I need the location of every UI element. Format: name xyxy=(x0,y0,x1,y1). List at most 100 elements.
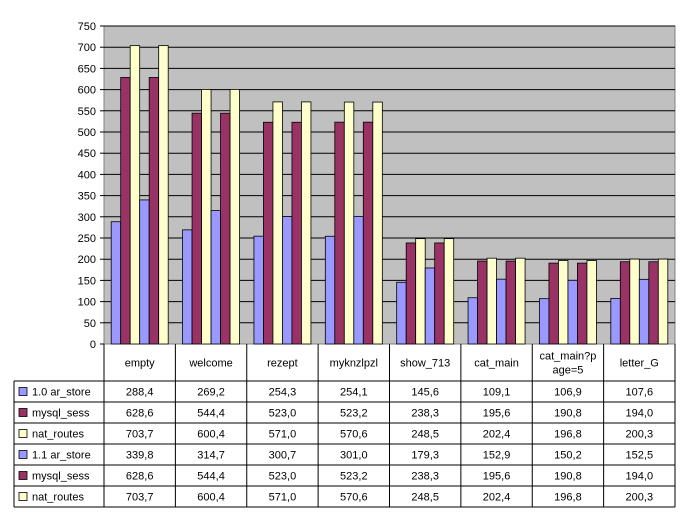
data-label: 107,6 xyxy=(626,387,654,399)
legend-label: 1.0 ar_store xyxy=(32,387,91,399)
data-label: 288,4 xyxy=(126,387,154,399)
x-tick-label: rezept xyxy=(267,358,298,370)
data-label: 571,0 xyxy=(269,492,297,504)
legend-key xyxy=(18,471,28,480)
bar xyxy=(467,297,478,345)
bar xyxy=(424,267,436,345)
data-label: 194,0 xyxy=(626,471,654,483)
x-tick-label: empty xyxy=(125,358,155,370)
data-label: 628,6 xyxy=(126,408,154,420)
bar xyxy=(415,238,426,345)
x-tick-label: welcome xyxy=(188,358,232,370)
data-label: 152,9 xyxy=(483,450,511,462)
bar xyxy=(129,45,141,345)
data-label: 196,8 xyxy=(554,492,582,504)
data-label: 106,9 xyxy=(554,387,582,399)
data-label: 152,5 xyxy=(626,450,654,462)
bar xyxy=(282,216,293,345)
bar xyxy=(657,258,669,345)
legend-label: 1.1 ar_store xyxy=(32,450,91,462)
bar xyxy=(148,77,160,345)
y-tick-label: 0 xyxy=(90,339,96,351)
y-tick-label: 550 xyxy=(78,106,96,118)
bar xyxy=(558,260,569,345)
bar xyxy=(139,199,150,345)
data-label: 200,3 xyxy=(626,492,654,504)
bar xyxy=(434,242,445,345)
data-label: 339,8 xyxy=(126,450,154,462)
data-label: 248,5 xyxy=(411,429,439,441)
data-label: 628,6 xyxy=(126,471,154,483)
y-tick-label: 250 xyxy=(78,233,96,245)
bar xyxy=(396,281,407,345)
bar xyxy=(182,229,193,345)
data-label: 238,3 xyxy=(411,408,439,420)
y-tick-label: 100 xyxy=(78,297,96,309)
legend-key xyxy=(18,408,28,417)
bar xyxy=(263,121,274,345)
bar xyxy=(110,221,122,345)
data-label: 600,4 xyxy=(197,429,225,441)
y-axis-ticks: 0 50 100 150 200 250 300 350 400 450 500 550 600 650 7… xyxy=(78,21,104,351)
data-label: 254,1 xyxy=(340,387,368,399)
data-label: 600,4 xyxy=(197,492,225,504)
bar xyxy=(496,278,507,345)
data-label: 523,2 xyxy=(340,471,368,483)
bar xyxy=(477,260,488,345)
bar xyxy=(301,101,312,345)
bar xyxy=(515,257,526,345)
bar xyxy=(539,298,550,345)
bar xyxy=(220,112,231,345)
bar xyxy=(372,101,383,345)
data-label: 150,2 xyxy=(554,450,582,462)
data-label: 195,6 xyxy=(483,408,511,420)
bar xyxy=(210,210,221,345)
data-label: 570,6 xyxy=(340,492,368,504)
legend-key xyxy=(18,450,28,459)
bar xyxy=(158,45,169,345)
data-label: 179,3 xyxy=(411,450,439,462)
y-tick-label: 750 xyxy=(78,21,96,33)
data-label: 238,3 xyxy=(411,471,439,483)
bars xyxy=(110,45,669,345)
bar xyxy=(253,235,264,345)
bar xyxy=(362,121,374,345)
data-label: 195,6 xyxy=(483,471,511,483)
data-label: 544,4 xyxy=(197,471,225,483)
data-label: 544,4 xyxy=(197,408,225,420)
bar xyxy=(229,89,240,345)
bar xyxy=(486,257,497,345)
bar xyxy=(334,121,345,345)
data-label: 190,8 xyxy=(554,408,582,420)
data-label: 314,7 xyxy=(197,450,225,462)
legend-key xyxy=(18,387,28,396)
bar xyxy=(353,215,364,345)
y-tick-label: 500 xyxy=(78,127,96,139)
bar xyxy=(120,77,131,345)
x-tick-label: letter_G xyxy=(620,358,659,370)
y-tick-label: 150 xyxy=(78,275,96,287)
bar xyxy=(586,260,597,345)
data-label: 254,3 xyxy=(269,387,297,399)
y-tick-label: 350 xyxy=(78,191,96,203)
legend-label: nat_routes xyxy=(32,492,84,504)
data-label: 145,6 xyxy=(411,387,439,399)
bar xyxy=(405,242,417,345)
bar xyxy=(619,261,631,345)
data-label: 570,6 xyxy=(340,429,368,441)
x-tick-label: myknzlpzl xyxy=(330,358,378,370)
bar xyxy=(291,121,302,345)
x-tick-label: age=5 xyxy=(552,365,583,377)
bar xyxy=(648,261,659,345)
y-tick-label: 50 xyxy=(84,318,96,330)
y-tick-label: 450 xyxy=(78,148,96,160)
bar xyxy=(343,101,355,345)
data-label: 190,8 xyxy=(554,471,582,483)
legend-label: mysql_sess xyxy=(32,408,90,420)
data-label: 109,1 xyxy=(483,387,511,399)
y-tick-label: 600 xyxy=(78,85,96,97)
data-label: 202,4 xyxy=(483,492,511,504)
bar xyxy=(324,235,336,345)
x-tick-label: show_713 xyxy=(400,358,450,370)
